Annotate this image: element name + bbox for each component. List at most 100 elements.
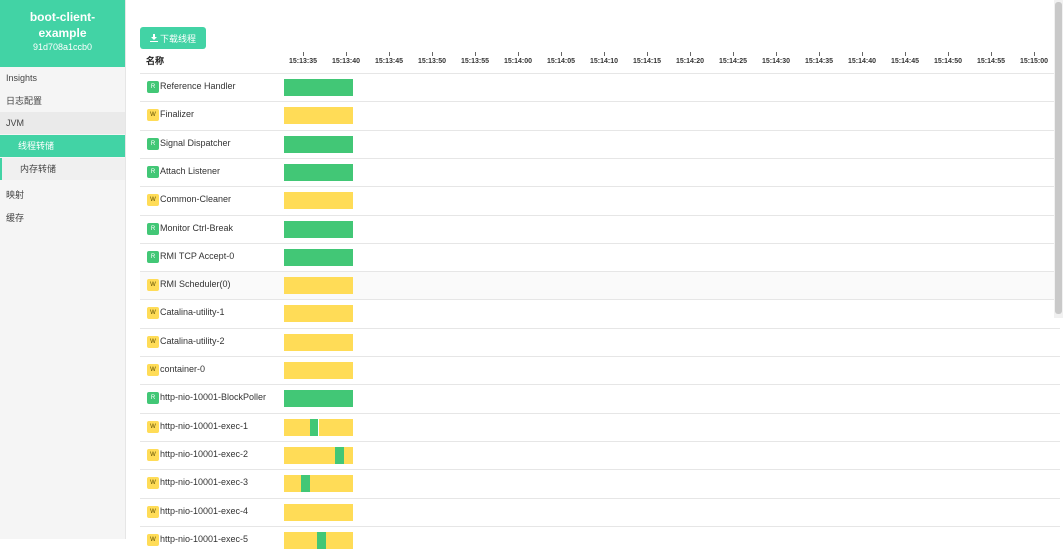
thread-row[interactable]: R Monitor Ctrl-Break [140, 214, 1060, 243]
waiting-segment[interactable] [284, 531, 318, 549]
app-header[interactable]: boot-client-example 91d708a1ccb0 [0, 0, 125, 67]
runnable-segment[interactable] [300, 475, 310, 493]
runnable-segment[interactable] [309, 418, 319, 436]
column-header-name: 名称 [146, 56, 165, 66]
thread-state-badge: W [147, 279, 159, 292]
thread-timeline[interactable] [284, 305, 353, 323]
thread-name: Signal Dispatcher [160, 137, 231, 148]
waiting-segment[interactable] [284, 333, 353, 351]
thread-state-badge: W [147, 364, 159, 376]
thread-timeline[interactable] [284, 220, 353, 238]
thread-state-badge: R [147, 81, 159, 93]
nav-item-heap-dump[interactable]: 内存转储 [0, 158, 125, 180]
thread-row[interactable]: W Finalizer [140, 101, 1060, 129]
waiting-segment[interactable] [284, 503, 353, 521]
waiting-segment[interactable] [284, 446, 336, 464]
thread-name: http-nio-10001-exec-4 [160, 505, 249, 516]
waiting-segment[interactable] [284, 107, 353, 125]
tick-label: 15:14:40 [847, 58, 877, 65]
tick-mark [346, 52, 347, 56]
tick-mark [862, 52, 863, 56]
thread-timeline[interactable] [284, 107, 353, 125]
waiting-segment[interactable] [344, 446, 353, 464]
nav-item-caches[interactable]: 缓存 [6, 213, 25, 223]
main-content: 下载线程 名称 15:13:35 15:13:40 15:13:45 15:13:50… [126, 0, 1063, 549]
thread-timeline[interactable] [284, 418, 353, 436]
thread-state-badge: W [147, 335, 159, 348]
thread-state-badge: R [147, 392, 159, 405]
scrollbar[interactable] [1054, 0, 1063, 318]
tick-mark [905, 52, 906, 56]
thread-timeline[interactable] [284, 390, 353, 408]
waiting-segment[interactable] [318, 418, 353, 436]
thread-row[interactable]: R RMI TCP Accept-0 [140, 242, 1060, 271]
thread-timeline[interactable] [284, 531, 353, 549]
nav-item-insights[interactable]: Insights [6, 73, 38, 83]
download-threads-button[interactable]: 下载线程 [140, 27, 206, 49]
thread-row[interactable]: W Catalina-utility-2 [140, 327, 1060, 356]
thread-timeline[interactable] [284, 79, 353, 96]
runnable-segment[interactable] [284, 390, 353, 408]
waiting-segment[interactable] [309, 475, 353, 493]
tick-mark [432, 52, 433, 56]
tick-label: 15:14:00 [503, 58, 533, 65]
thread-state-badge: W [147, 477, 159, 490]
scrollbar-thumb[interactable] [1055, 2, 1062, 314]
runnable-segment[interactable] [284, 248, 353, 266]
thread-timeline[interactable] [284, 362, 353, 379]
tick-label: 15:14:25 [718, 58, 748, 65]
waiting-segment[interactable] [284, 475, 301, 493]
nav-item-thread-dump[interactable]: 线程转储 [0, 135, 125, 157]
thread-state-badge: W [147, 109, 159, 122]
thread-name: Catalina-utility-1 [160, 307, 225, 318]
thread-timeline[interactable] [284, 503, 353, 521]
runnable-segment[interactable] [284, 79, 353, 96]
tick-label: 15:14:10 [589, 58, 619, 65]
thread-timeline[interactable] [284, 163, 353, 181]
runnable-segment[interactable] [284, 163, 353, 181]
tick-label: 15:14:45 [890, 58, 920, 65]
thread-state-badge: R [147, 250, 159, 263]
thread-timeline[interactable] [284, 475, 353, 493]
waiting-segment[interactable] [284, 305, 353, 323]
runnable-segment[interactable] [317, 531, 327, 549]
thread-state-badge: R [147, 165, 159, 178]
download-icon [149, 34, 158, 42]
waiting-segment[interactable] [284, 192, 353, 210]
thread-name: container-0 [160, 364, 206, 374]
runnable-segment[interactable] [335, 446, 345, 464]
thread-row[interactable]: W RMI Scheduler(0) [140, 271, 1060, 300]
runnable-segment[interactable] [284, 220, 353, 238]
thread-timeline[interactable] [284, 248, 353, 266]
thread-row[interactable]: R Signal Dispatcher [140, 129, 1060, 158]
thread-timeline[interactable] [284, 135, 353, 153]
waiting-segment[interactable] [284, 277, 353, 295]
nav-item-jvm[interactable]: JVM [0, 112, 125, 134]
thread-timeline[interactable] [284, 192, 353, 210]
thread-timeline[interactable] [284, 333, 353, 351]
tick-label: 15:13:50 [417, 58, 447, 65]
waiting-segment[interactable] [326, 531, 353, 549]
nav-item-logging[interactable]: 日志配置 [6, 96, 43, 106]
tick-label: 15:14:15 [632, 58, 662, 65]
thread-row[interactable]: R Attach Listener [140, 157, 1060, 186]
app-name: boot-client-example [29, 10, 96, 40]
thread-timeline[interactable] [284, 277, 353, 295]
thread-row[interactable]: R Reference Handler [140, 73, 1060, 101]
waiting-segment[interactable] [284, 362, 353, 379]
waiting-segment[interactable] [284, 418, 310, 436]
thread-row[interactable]: W Catalina-utility-1 [140, 299, 1060, 327]
runnable-segment[interactable] [284, 135, 353, 153]
nav-item-mappings[interactable]: 映射 [6, 190, 25, 200]
thread-name: http-nio-10001-exec-2 [160, 448, 249, 459]
thread-state-badge: W [147, 448, 159, 461]
thread-timeline[interactable] [284, 446, 353, 464]
thread-row[interactable]: W Common-Cleaner [140, 186, 1060, 214]
